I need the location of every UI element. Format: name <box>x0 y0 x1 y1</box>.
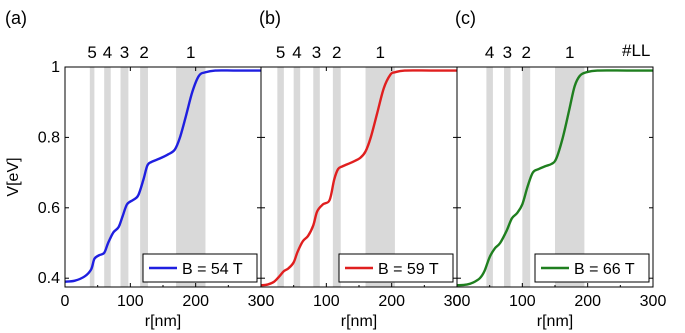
x-axis-label: r[nm] <box>145 313 181 330</box>
x-tick-label: 300 <box>248 293 275 310</box>
landau-level-label: 5 <box>87 43 96 62</box>
landau-level-label: 1 <box>186 43 195 62</box>
landau-level-label: 4 <box>485 43 494 62</box>
x-tick-label: 300 <box>640 293 667 310</box>
landau-level-label: 2 <box>332 43 341 62</box>
x-tick-label: 300 <box>444 293 471 310</box>
ll-band <box>504 67 511 287</box>
y-tick-label: 1 <box>51 59 60 76</box>
landau-level-label: 2 <box>522 43 531 62</box>
panel-label: (a) <box>5 8 27 28</box>
x-tick-label: 0 <box>453 293 462 310</box>
ll-band <box>486 67 493 287</box>
legend: B = 54 T <box>142 253 258 283</box>
panel-label: (c) <box>455 8 476 28</box>
x-tick-label: 0 <box>257 293 266 310</box>
ll-band <box>176 67 206 287</box>
ll-band <box>293 67 301 287</box>
x-tick-label: 200 <box>378 293 405 310</box>
panel-c: 4 3 2 1 0 100 200 300 r[nm] (c) B = 66 T <box>453 8 667 330</box>
ll-band <box>89 67 95 287</box>
x-axis-label: r[nm] <box>537 313 573 330</box>
landau-level-label: 2 <box>139 43 148 62</box>
series-line <box>456 69 653 287</box>
panel-a: 5 4 3 2 1 0 100 200 300 0.4 0.6 0.8 1 r[nm] (a) B = 54 … <box>5 8 274 330</box>
landau-level-label: 5 <box>276 43 285 62</box>
x-tick-label: 100 <box>509 293 536 310</box>
ll-band <box>522 67 531 287</box>
panel-label: (b) <box>259 8 281 28</box>
y-tick-label: 0.6 <box>38 200 60 217</box>
ll-band <box>104 67 111 287</box>
landau-level-label: 3 <box>503 43 512 62</box>
ll-band <box>277 67 284 287</box>
x-tick-label: 200 <box>182 293 209 310</box>
legend-label: B = 54 T <box>182 261 243 278</box>
landau-level-label: 3 <box>120 43 129 62</box>
series-line <box>260 69 457 287</box>
landau-level-label: 1 <box>375 43 384 62</box>
legend-label: B = 59 T <box>378 261 439 278</box>
x-axis-label: r[nm] <box>341 313 377 330</box>
x-tick-label: 200 <box>574 293 601 310</box>
panel-b: 5 4 3 2 1 0 100 200 300 r[nm] (b) B = 59 T <box>257 8 471 330</box>
landau-level-label: 1 <box>565 43 574 62</box>
landau-level-header: #LL <box>622 41 650 60</box>
ll-band <box>313 67 320 287</box>
landau-level-label: 4 <box>292 43 301 62</box>
x-tick-label: 0 <box>61 293 70 310</box>
legend: B = 66 T <box>534 253 650 283</box>
y-tick-label: 0.4 <box>38 270 60 287</box>
x-tick-label: 100 <box>313 293 340 310</box>
landau-level-label: 4 <box>103 43 112 62</box>
legend: B = 59 T <box>338 253 454 283</box>
ll-band <box>120 67 129 287</box>
y-axis-label: V[eV] <box>5 157 22 196</box>
y-tick-label: 0.8 <box>38 129 60 146</box>
series-line <box>64 69 261 283</box>
ll-band <box>332 67 341 287</box>
landau-level-label: 3 <box>312 43 321 62</box>
x-tick-label: 100 <box>117 293 144 310</box>
legend-label: B = 66 T <box>574 261 635 278</box>
